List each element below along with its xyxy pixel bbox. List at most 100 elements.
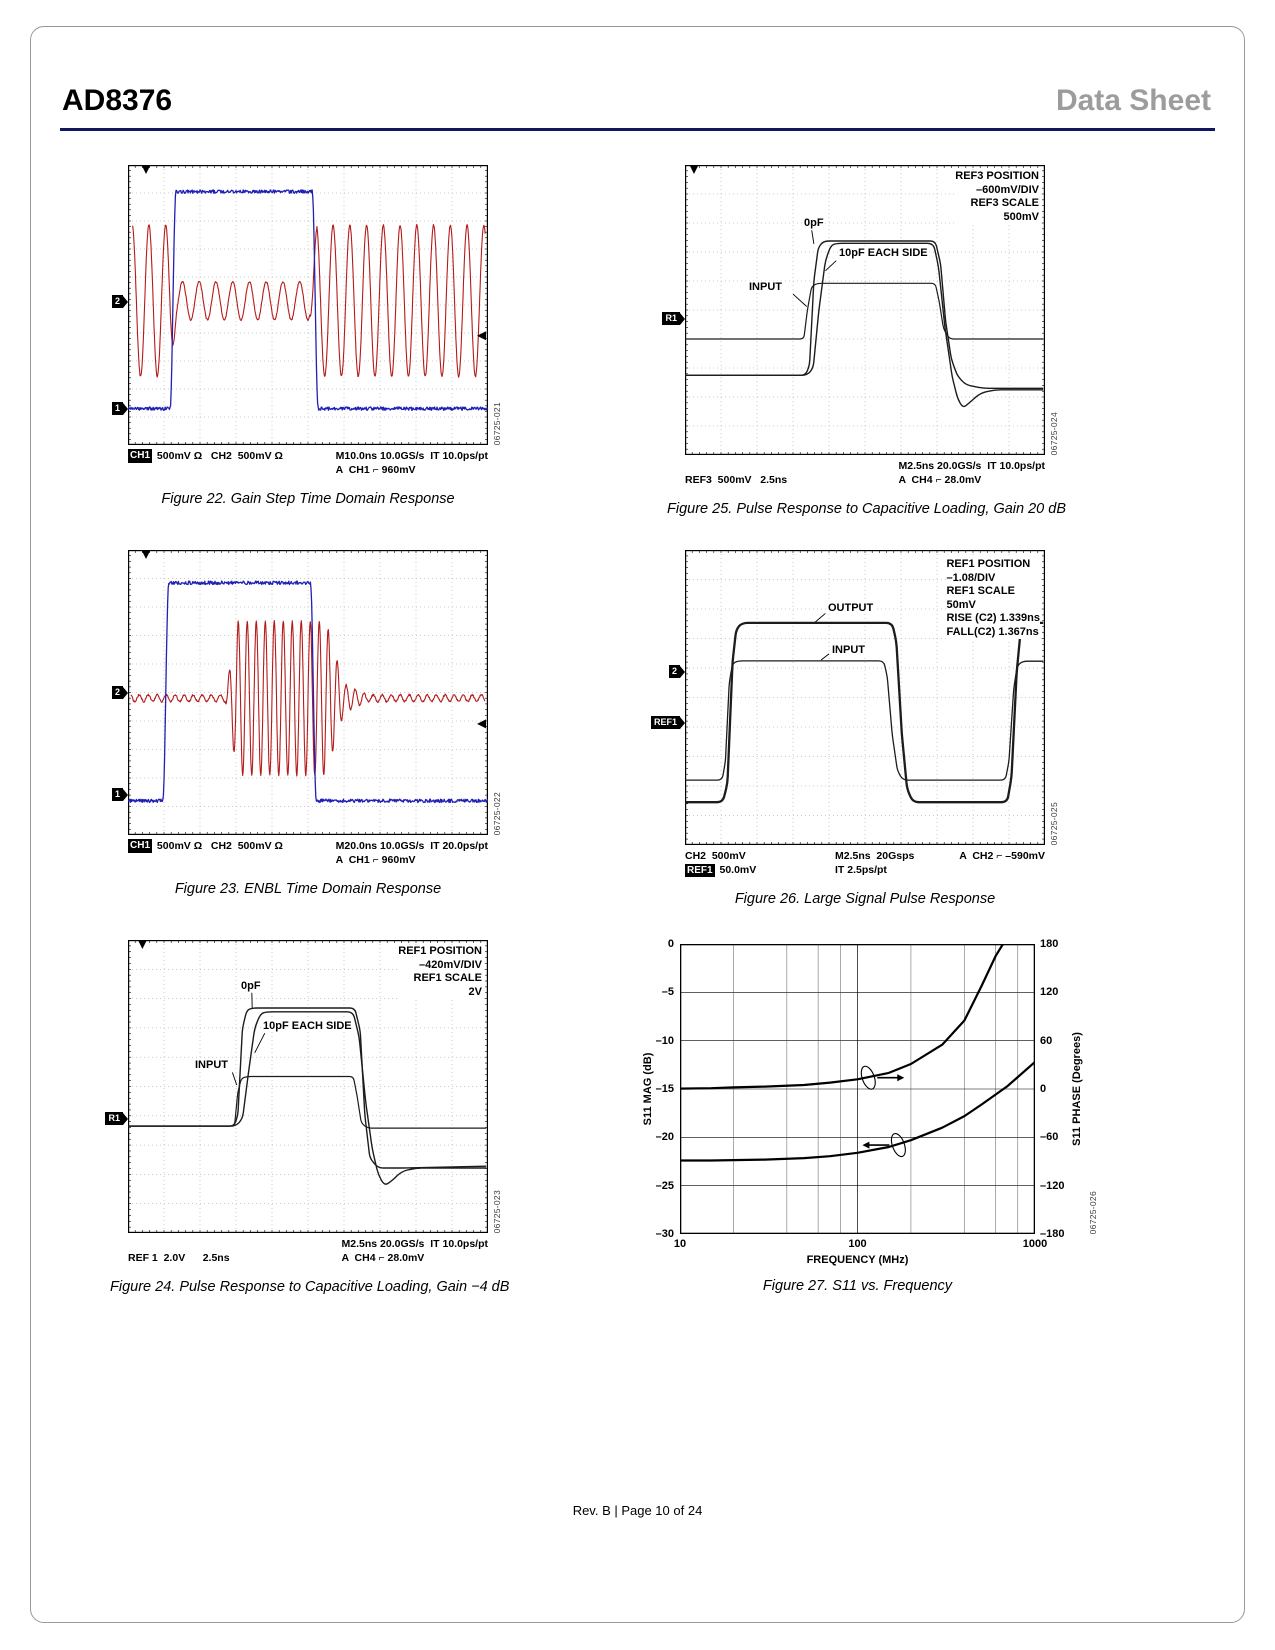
ref-scale-label: REF1 SCALE	[413, 972, 482, 984]
figure-25-caption: Figure 25. Pulse Response to Capacitive …	[667, 501, 1066, 517]
marker-pointer-icon	[680, 665, 685, 678]
y-left-tick: –10	[655, 1034, 674, 1047]
channel-1-label: 1	[111, 788, 123, 801]
channel-2-marker: 2	[111, 686, 128, 699]
figure-27: S11 MAG (dB) 0 –5 –10 –15 –20 –25 –30 180 120 60…	[630, 938, 1100, 1294]
figure-id-code: 06725-021	[492, 401, 502, 445]
figure-24: REF1 POSITION –420mV/DIV REF1 SCALE 2V 0…	[105, 940, 510, 1295]
fig26-ref1-settings: REF1 50.0mV	[685, 863, 835, 877]
y-right-tick: 120	[1040, 986, 1059, 999]
figure-24-caption: Figure 24. Pulse Response to Capacitive …	[110, 1279, 510, 1295]
channel-2-label: 2	[111, 686, 123, 699]
x-tick-labels: 10 100 1000	[674, 1238, 1047, 1252]
ref1-settings-text: REF1 POSITION –420mV/DIV REF1 SCALE 2V	[398, 945, 482, 999]
fig22-readout-right: M10.0ns 10.0GS/s IT 10.0ps/pt A CH1 ⌐ 96…	[336, 449, 488, 477]
marker-pointer-icon	[680, 312, 685, 325]
fig25-timebase: M2.5ns 20.0GS/s IT 10.0ps/pt	[898, 460, 1045, 472]
fig23-trigger: A CH1 ⌐ 960mV	[335, 854, 416, 866]
y-right-tick-labels: 180 120 60 0 –60 –120 –180	[1040, 938, 1080, 1240]
y-left-tick-labels: 0 –5 –10 –15 –20 –25 –30	[642, 938, 674, 1240]
ref-scale-value: 50mV	[946, 598, 976, 611]
figure-26-caption: Figure 26. Large Signal Pulse Response	[734, 891, 996, 907]
fig22-scope-readout: CH1 500mV Ω CH2 500mV Ω M10.0ns 10.0GS/s…	[128, 449, 488, 477]
fig26-sample-interval: IT 2.5ps/pt	[835, 864, 887, 876]
ch1-badge: CH1	[128, 449, 153, 463]
fig22-channel-settings: 500mV Ω CH2 500mV Ω	[154, 450, 283, 462]
channel-2-marker: 2	[111, 295, 128, 308]
figure-25: REF3 POSITION –600mV/DIV REF3 SCALE 500m…	[662, 165, 1066, 517]
fig25-readout-right: M2.5ns 20.0GS/s IT 10.0ps/pt A CH4 ⌐ 28.…	[899, 459, 1045, 487]
ref-scale-label: REF3 SCALE	[970, 197, 1039, 209]
channel-2-label: 2	[668, 665, 680, 678]
fig26-oscilloscope-plot: REF1 POSITION –1.08/DIV REF1 SCALE 50mV …	[650, 550, 1059, 845]
y-right-tick: 0	[1040, 1083, 1047, 1095]
fig22-waveform-svg	[128, 165, 488, 445]
x-tick: 100	[848, 1238, 867, 1250]
ref1-settings-text: REF1 POSITION –1.08/DIV REF1 SCALE 50mV …	[946, 558, 1040, 639]
fig23-scope-readout: CH1 500mV Ω CH2 500mV Ω M20.0ns 10.0GS/s…	[128, 839, 488, 867]
fig23-readout-right: M20.0ns 10.0GS/s IT 20.0ps/pt A CH1 ⌐ 96…	[336, 839, 488, 867]
fig23-oscilloscope-plot: 2 1 06725-022	[111, 550, 502, 835]
ref1-marker-label: REF1	[650, 716, 680, 729]
x-tick: 10	[673, 1238, 687, 1250]
figure-26: REF1 POSITION –1.08/DIV REF1 SCALE 50mV …	[650, 550, 1063, 907]
marker-pointer-icon	[123, 295, 128, 308]
ref1-trace-marker: REF1	[650, 716, 685, 729]
figure-27-caption: Figure 27. S11 vs. Frequency	[762, 1278, 953, 1294]
rise-time-readout: RISE (C2) 1.339ns	[946, 612, 1040, 624]
channel-2-label: 2	[111, 295, 123, 308]
y-right-tick: –180	[1040, 1228, 1065, 1240]
fig22-timebase: M10.0ns 10.0GS/s IT 10.0ps/pt	[335, 450, 488, 462]
figure-22: 2 1 06725-021 CH1 500mV Ω CH2 500mV Ω M1…	[110, 165, 506, 507]
label-10pf-each-side: 10pF EACH SIDE	[838, 247, 929, 259]
marker-pointer-icon	[123, 788, 128, 801]
marker-pointer-icon	[123, 1112, 128, 1125]
s11-plot-area	[679, 943, 1036, 1235]
ref-position-value: –600mV/DIV	[976, 183, 1039, 196]
ref-marker-label: R1	[105, 1112, 123, 1125]
fig24-ref-settings: REF 1 2.0V 2.5ns	[128, 1252, 230, 1264]
fig25-scope-readout: REF3 500mV 2.5ns M2.5ns 20.0GS/s IT 10.0…	[685, 459, 1045, 487]
fig25-oscilloscope-plot: REF3 POSITION –600mV/DIV REF3 SCALE 500m…	[662, 165, 1059, 455]
figure-id-code: 06725-024	[1049, 411, 1059, 455]
fig22-trigger: A CH1 ⌐ 960mV	[335, 464, 416, 476]
x-axis-title: FREQUENCY (MHz)	[806, 1254, 909, 1266]
figure-id-code: 06725-023	[492, 1189, 502, 1233]
y-left-tick: –25	[655, 1179, 674, 1192]
page-border	[30, 26, 1245, 1623]
ref-scale-label: REF1 SCALE	[946, 585, 1015, 597]
fall-time-readout: FALL(C2) 1.367ns	[946, 625, 1039, 638]
fig24-timebase: M2.5ns 20.0GS/s IT 10.0ps/pt	[341, 1238, 488, 1250]
y-axis-title-right: S11 PHASE (Degrees)	[1071, 1032, 1083, 1146]
doc-type-title: Data Sheet	[1055, 84, 1211, 117]
label-input: INPUT	[194, 1059, 229, 1071]
ref-position-value: –1.08/DIV	[946, 571, 996, 584]
fig26-timebase: M2.5ns 20Gsps	[835, 850, 915, 862]
x-tick: 1000	[1022, 1238, 1048, 1250]
channel-2-marker: 2	[668, 665, 685, 678]
y-left-tick: –20	[655, 1131, 674, 1144]
fig26-scope-readout: CH2 500mV M2.5ns 20Gsps A CH2 ⌐ –590mV R…	[685, 849, 1045, 877]
y-left-tick: –30	[655, 1228, 674, 1240]
figure-id-code: 06725-025	[1049, 801, 1059, 845]
label-input: INPUT	[748, 281, 783, 293]
fig26-trigger: A CH2 ⌐ –590mV	[959, 850, 1045, 862]
part-number: AD8376	[62, 84, 173, 117]
y-left-tick: 0	[667, 938, 674, 950]
figure-23-caption: Figure 23. ENBL Time Domain Response	[174, 881, 442, 897]
ref-position-label: REF1 POSITION	[946, 558, 1031, 570]
y-right-tick: 60	[1040, 1034, 1053, 1047]
marker-pointer-icon	[123, 402, 128, 415]
ref-position-value: –420mV/DIV	[419, 958, 482, 971]
fig23-timebase: M20.0ns 10.0GS/s IT 20.0ps/pt	[335, 840, 488, 852]
channel-1-label: 1	[111, 402, 123, 415]
y-right-tick: –60	[1040, 1131, 1059, 1144]
channel-1-marker: 1	[111, 788, 128, 801]
ref-position-label: REF3 POSITION	[955, 170, 1039, 182]
fig26-ch2-settings: CH2 500mV	[685, 850, 746, 862]
fig22-oscilloscope-plot: 2 1 06725-021	[111, 165, 502, 445]
fig24-trigger: A CH4 ⌐ 28.0mV	[341, 1252, 425, 1264]
s11-chart: S11 MAG (dB) 0 –5 –10 –15 –20 –25 –30 180 120 60…	[630, 938, 1100, 1270]
fig24-readout-right: M2.5ns 20.0GS/s IT 10.0ps/pt A CH4 ⌐ 28.…	[342, 1237, 488, 1265]
figure-23: 2 1 06725-022 CH1 500mV Ω CH2 500mV Ω M2…	[110, 550, 506, 897]
